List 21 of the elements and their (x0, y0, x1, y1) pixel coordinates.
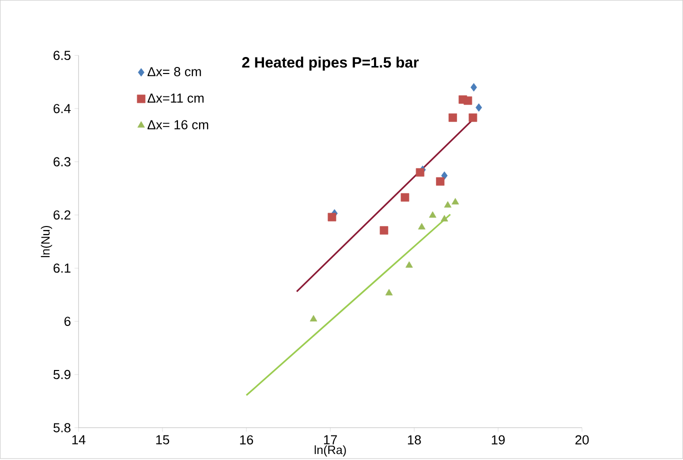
legend-label: Δx= 16 cm (148, 120, 208, 130)
x-tick-label: 19 (492, 435, 505, 445)
y-tick-label: 6.5 (54, 50, 70, 60)
x-tick-label: 15 (156, 435, 170, 444)
y-tick-label: 6.3 (54, 157, 70, 166)
legend-label: Δx= 8 cm (148, 67, 201, 76)
x-tick-label: 18 (408, 435, 421, 445)
y-tick-label: 6.2 (54, 210, 70, 220)
y-tick-label: 5.8 (53, 423, 70, 432)
y-tick-label: 6 (64, 316, 70, 326)
y-tick-label: 5.9 (53, 370, 70, 380)
y-tick-label: 6.4 (54, 104, 71, 114)
x-tick-label: 17 (324, 435, 337, 444)
x-tick-label: 20 (575, 435, 589, 445)
x-tick-label: 14 (72, 435, 86, 444)
y-axis-title: ln(Nu) (40, 226, 52, 258)
x-axis-title: ln(Ra) (314, 445, 346, 457)
y-tick-label: 6.1 (54, 264, 70, 273)
x-tick-label: 16 (240, 435, 254, 445)
chart-title: 2 Heated pipes P=1.5 bar (242, 56, 419, 71)
legend-label: Δx=11 cm (148, 94, 204, 103)
